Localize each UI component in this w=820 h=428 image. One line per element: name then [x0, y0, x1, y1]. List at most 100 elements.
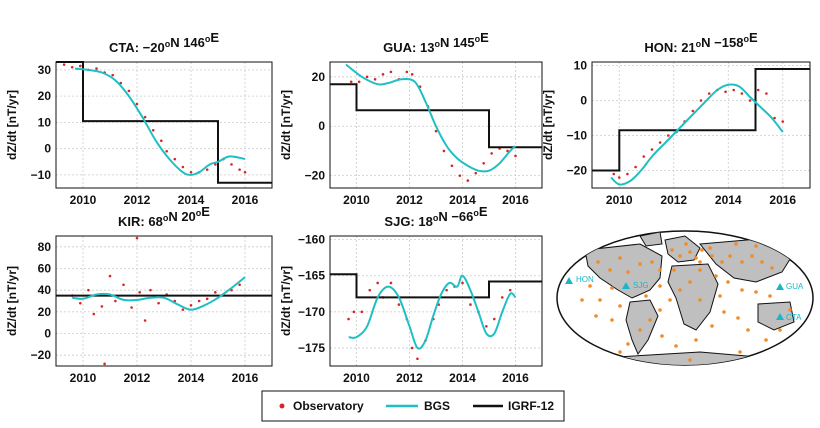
station-dot [720, 260, 724, 264]
observatory-point [349, 80, 353, 84]
observatory-point [79, 64, 82, 68]
station-dot [736, 316, 740, 320]
station-dot [688, 280, 692, 284]
title-part: HON: 21 [644, 40, 695, 55]
sjg-label: SJG [633, 281, 649, 290]
panel-title: KIR: 68oN 20oE [118, 204, 210, 229]
station-dot [726, 280, 730, 284]
station-dot [674, 344, 678, 348]
station-dot [610, 286, 614, 290]
y-axis-label: dZ/dt [nT/yr] [5, 90, 19, 160]
station-dot [684, 242, 688, 246]
title-part: N 20 [168, 209, 195, 224]
station-dot [650, 260, 654, 264]
station-dot [678, 288, 682, 292]
observatory-point [160, 139, 163, 143]
observatory-point [368, 288, 372, 292]
observatory-point [732, 88, 735, 92]
station-dot [626, 342, 630, 346]
x-tick-label: 2012 [124, 371, 151, 385]
station-dot [588, 284, 592, 288]
observatory-point [173, 157, 177, 161]
station-dot [694, 338, 698, 342]
observatory-point [699, 99, 703, 102]
panel-title: HON: 21oN −158oE [644, 30, 758, 55]
observatory-point [357, 80, 361, 84]
igrf-line [592, 68, 810, 172]
observatory-point [135, 102, 139, 106]
observatory-point [103, 362, 106, 366]
observatory-point [405, 70, 409, 74]
y-tick-label: −170 [298, 305, 325, 319]
station-dot [618, 256, 622, 260]
station-dot [678, 254, 682, 258]
y-tick-label: 0 [318, 119, 325, 133]
observatory-point [748, 99, 752, 102]
observatory-point [461, 281, 464, 285]
observatory-point [197, 299, 201, 303]
title-degree-sup: o [165, 39, 171, 49]
observatory-point [612, 172, 616, 176]
panel-title: SJG: 18oN −66oE [384, 204, 487, 229]
station-dot [746, 328, 750, 332]
plot-area [592, 62, 810, 188]
bgs-line [610, 83, 784, 186]
observatory-point [506, 149, 509, 153]
observatory-point [238, 283, 241, 287]
observatory-point [62, 63, 66, 66]
observatory-point [514, 154, 517, 158]
bgs-line [74, 67, 246, 176]
y-axis-label: dZ/dt [nT/yr] [541, 90, 555, 160]
x-tick-label: 2016 [502, 371, 529, 385]
title-degree-sup: o [163, 213, 169, 223]
observatory-point [347, 317, 350, 321]
station-dot [648, 318, 652, 322]
legend-igrf-label: IGRF-12 [508, 399, 554, 413]
observatory-point [410, 73, 414, 76]
observatory-point [493, 317, 496, 321]
title-part: E [201, 204, 210, 219]
observatory-point [149, 288, 152, 292]
station-dot [618, 304, 622, 308]
title-part: N −158 [701, 35, 743, 50]
y-axis-label: dZ/dt [nT/yr] [279, 266, 293, 336]
observatory-point [70, 65, 74, 69]
station-dot [580, 298, 584, 302]
observatory-point [658, 141, 662, 144]
title-degree-sup: o [473, 208, 479, 218]
observatory-point [138, 291, 141, 294]
station-dot [710, 324, 714, 328]
station-dot [668, 298, 672, 302]
observatory-point [119, 81, 123, 85]
y-tick-label: −175 [298, 341, 325, 355]
observatory-point [773, 116, 776, 120]
observatory-point [617, 176, 621, 179]
station-dot [660, 334, 664, 338]
x-tick-label: 2012 [660, 193, 687, 207]
observatory-point [181, 308, 185, 311]
observatory-point [127, 89, 131, 93]
station-dot [740, 260, 744, 264]
x-tick-label: 2010 [606, 193, 633, 207]
y-tick-label: 0 [580, 94, 587, 108]
title-degree-sup: o [696, 39, 702, 49]
observatory-point [108, 274, 112, 278]
y-tick-label: −160 [298, 233, 325, 247]
observatory-point [181, 165, 185, 169]
observatory-point [95, 67, 98, 70]
observatory-point [130, 306, 133, 309]
x-tick-label: 2016 [232, 371, 259, 385]
station-dot [658, 268, 662, 272]
station-dot [700, 248, 704, 252]
bgs-line [348, 274, 517, 350]
panel-title: GUA: 13oN 145oE [383, 30, 489, 55]
observatory-point [111, 73, 114, 77]
observatory-point [756, 88, 760, 92]
x-tick-label: 2014 [715, 193, 742, 207]
observatory-point [466, 179, 470, 182]
observatory-point [397, 303, 401, 306]
observatory-point [445, 288, 448, 292]
